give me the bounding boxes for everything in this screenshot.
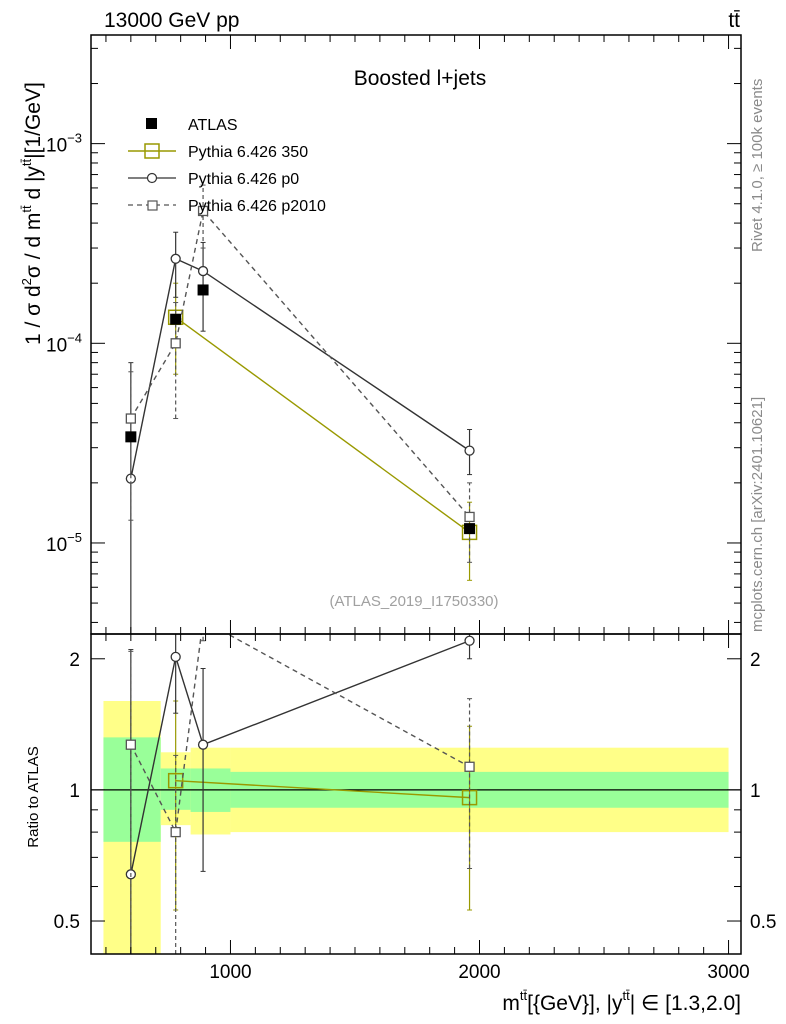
y-tick-base: 10 bbox=[46, 136, 67, 157]
header-left: 13000 GeV pp bbox=[104, 9, 239, 32]
y-tick-base: 10 bbox=[46, 335, 67, 356]
ratio-tick-label-right: 0.5 bbox=[750, 912, 776, 933]
data-point-atlas bbox=[464, 523, 476, 535]
rivet-label: Rivet 4.1.0, ≥ 100k events bbox=[749, 79, 766, 252]
series-2-marker bbox=[170, 338, 181, 349]
series-0-ratio-marker bbox=[167, 772, 184, 789]
header-right: tt̄ bbox=[728, 9, 740, 32]
series-2-ratio-line bbox=[130, 634, 470, 835]
main-plot bbox=[125, 184, 478, 634]
legend-marker-p0 bbox=[146, 172, 158, 184]
legend-label-atlas: ATLAS bbox=[188, 117, 238, 134]
ratio-bands bbox=[103, 700, 729, 954]
x-axis-label: mtt̄[{GeV}], |ytt̄| ∈ [1.3,2.0] bbox=[502, 988, 741, 1015]
analysis-label: (ATLAS_2019_I1750330) bbox=[329, 593, 498, 610]
ratio-frame bbox=[90, 633, 742, 955]
legend-label-p2010: Pythia 6.426 p2010 bbox=[188, 198, 326, 215]
ratio-axis-label: Ratio to ATLAS bbox=[25, 746, 42, 847]
y-tick-label: 10−4 bbox=[46, 330, 82, 356]
y-tick-base: 10 bbox=[46, 535, 67, 556]
series-0-line bbox=[175, 316, 470, 533]
legend-marker-atlas bbox=[146, 118, 157, 129]
ratio-tick-label-left: 0.5 bbox=[54, 912, 80, 933]
ratio-tick-label-right: 1 bbox=[750, 781, 761, 802]
series-2-marker bbox=[464, 511, 475, 523]
series-0-ratio-line bbox=[175, 779, 470, 799]
y-axis-label: 1 / σ d2σ / d mtt̄ d |ytt̄|[1/GeV] bbox=[19, 82, 45, 345]
series-2-marker bbox=[125, 413, 136, 424]
data-point-atlas bbox=[125, 431, 137, 443]
x-tick-label: 3000 bbox=[707, 962, 749, 983]
series-1-ratio-marker bbox=[464, 635, 475, 646]
y-tick-exp: −3 bbox=[67, 131, 82, 146]
legend-marker-350 bbox=[144, 143, 160, 159]
series-1-line bbox=[130, 257, 470, 479]
series-1-marker bbox=[197, 265, 209, 277]
series-1-marker bbox=[464, 445, 475, 456]
y-tick-label: 10−5 bbox=[46, 530, 82, 556]
data-point-atlas bbox=[170, 313, 182, 325]
series-2-marker bbox=[197, 205, 209, 217]
y-tick-exp: −4 bbox=[67, 330, 82, 345]
series-2-line bbox=[130, 209, 471, 518]
series-1-ratio-marker bbox=[197, 739, 209, 750]
y-tick-exp: −5 bbox=[67, 530, 82, 545]
data-point-atlas bbox=[197, 284, 209, 296]
plot-title: Boosted l+jets bbox=[354, 67, 487, 90]
ratio-tick-label-left: 2 bbox=[69, 650, 80, 671]
series-2-ratio-marker bbox=[199, 616, 208, 625]
legend-marker-p2010 bbox=[147, 200, 158, 211]
legend-label-p0: Pythia 6.426 p0 bbox=[188, 171, 299, 188]
series-1-ratio-marker bbox=[170, 651, 181, 663]
y-tick-label: 10−3 bbox=[46, 131, 82, 157]
x-tick-label: 1000 bbox=[209, 962, 251, 983]
series-2-ratio-marker bbox=[464, 761, 475, 772]
ratio-plot bbox=[91, 616, 741, 954]
ratio-tick-label-right: 2 bbox=[750, 650, 761, 671]
legend-label-350: Pythia 6.426 350 bbox=[188, 144, 308, 161]
ratio-tick-label-left: 1 bbox=[69, 781, 80, 802]
series-1-marker bbox=[170, 253, 181, 264]
mcplots-label: mcplots.cern.ch [arXiv:2401.10621] bbox=[749, 397, 766, 632]
series-2-ratio-marker bbox=[170, 826, 181, 838]
series-2-ratio-marker bbox=[125, 739, 136, 750]
series-1-ratio-line bbox=[130, 640, 470, 875]
x-tick-label: 2000 bbox=[458, 962, 500, 983]
legend: ATLAS Pythia 6.426 350 Pythia 6.426 p0 P… bbox=[128, 117, 326, 215]
